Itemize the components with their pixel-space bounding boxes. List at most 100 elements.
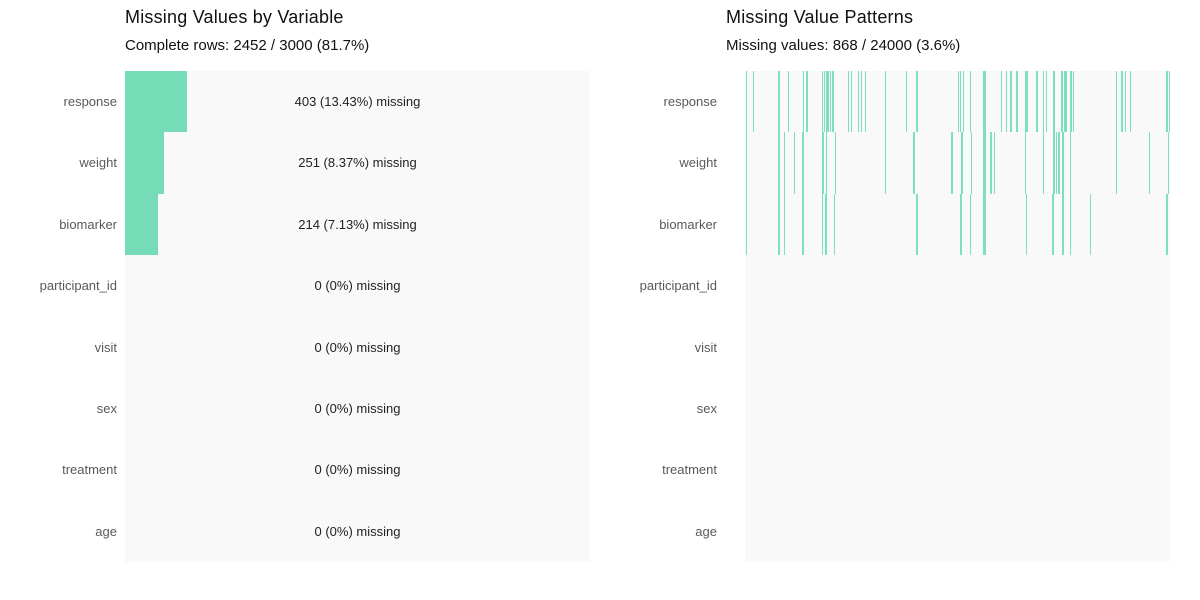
pattern-chart-row-label-treatment: treatment <box>662 462 717 478</box>
pattern-chart-row-label-biomarker: biomarker <box>659 216 717 232</box>
bar-chart-row-label-biomarker: biomarker <box>59 216 117 232</box>
missing-value-line-response <box>1070 71 1072 133</box>
left-chart-subtitle: Complete rows: 2452 / 3000 (81.7%) <box>125 37 370 54</box>
missing-value-line-weight <box>783 132 786 194</box>
missing-value-line-weight <box>1053 132 1055 194</box>
missing-value-line-weight <box>1055 132 1058 194</box>
missing-value-line-biomarker <box>833 193 836 256</box>
bar-chart-row-label-age: age <box>95 523 117 539</box>
missing-value-line-response <box>1025 71 1028 133</box>
bar-chart-row-label-sex: sex <box>96 400 117 416</box>
missing-value-line-response <box>884 71 887 133</box>
bar-chart-row-label-visit: visit <box>94 339 117 355</box>
missing-value-line-response <box>1116 71 1118 133</box>
missing-value-line-response <box>1061 71 1063 133</box>
missing-value-line-weight <box>1069 132 1072 194</box>
missing-value-line-response <box>1065 71 1068 133</box>
bar-chart-row-label-response: response <box>63 94 117 109</box>
missing-value-line-response <box>1124 71 1127 133</box>
missing-value-line-weight <box>951 132 953 194</box>
missing-value-line-weight <box>1167 132 1170 194</box>
missing-value-line-weight <box>1025 132 1027 194</box>
missing-value-line-biomarker <box>1090 193 1092 256</box>
missing-value-line-weight <box>1058 132 1060 194</box>
missing-value-line-weight <box>834 132 837 194</box>
missing-value-line-response <box>957 71 960 133</box>
right-chart-subtitle: Missing values: 868 / 24000 (3.6%) <box>726 37 961 54</box>
missing-value-line-weight <box>1116 132 1118 194</box>
missing-value-line-weight <box>802 132 804 194</box>
missing-value-line-response <box>861 71 863 133</box>
missing-value-line-response <box>1045 71 1048 133</box>
missing-value-line-weight <box>825 132 828 194</box>
right-chart-title: Missing Value Patterns <box>726 7 914 27</box>
missing-count-bar-biomarker <box>125 193 159 256</box>
missing-value-line-response <box>850 71 853 133</box>
missing-value-line-response <box>963 71 965 133</box>
missing-value-line-weight <box>983 132 986 194</box>
bar-chart-row-label-participant_id: participant_id <box>39 278 117 294</box>
missing-value-line-response <box>827 71 830 133</box>
missing-count-label-sex: 0 (0%) missing <box>314 400 401 416</box>
pattern-chart-row-label-weight: weight <box>679 155 717 171</box>
missing-value-line-biomarker <box>916 193 918 256</box>
missing-value-line-response <box>753 71 755 133</box>
missing-value-line-response <box>826 71 828 133</box>
missing-value-line-response <box>858 71 860 133</box>
pattern-chart-row-label-age: age <box>695 523 717 539</box>
missing-count-label-participant_id: 0 (0%) missing <box>314 278 401 294</box>
missing-value-line-weight <box>912 132 916 194</box>
missing-value-line-response <box>969 71 972 133</box>
missing-value-line-weight <box>971 132 973 194</box>
missing-value-line-biomarker <box>983 193 986 256</box>
missing-value-line-weight <box>1062 132 1064 194</box>
missing-value-line-response <box>1166 71 1168 133</box>
missing-value-line-biomarker <box>1025 193 1028 256</box>
missing-value-line-response <box>1168 71 1171 133</box>
bar-chart-row-label-weight: weight <box>79 155 117 171</box>
missing-value-line-weight <box>1148 132 1151 194</box>
missing-value-line-biomarker <box>1166 193 1168 256</box>
missing-value-line-response <box>864 71 867 133</box>
missing-value-line-response <box>1130 71 1132 133</box>
missing-value-line-response <box>906 71 908 133</box>
missing-value-line-response <box>821 71 824 133</box>
missing-value-line-biomarker <box>783 193 786 256</box>
missing-value-line-response <box>1016 71 1018 133</box>
missing-value-line-biomarker <box>778 193 780 256</box>
missing-count-bar-weight <box>125 132 164 194</box>
missing-value-line-weight <box>745 132 748 194</box>
missing-value-line-biomarker <box>960 193 962 256</box>
pattern-chart-plot-area <box>745 71 1171 562</box>
missing-count-label-age: 0 (0%) missing <box>314 523 401 539</box>
missing-count-label-visit: 0 (0%) missing <box>314 339 401 355</box>
missing-value-line-response <box>1042 71 1045 133</box>
missing-value-line-biomarker <box>969 193 972 256</box>
missing-value-line-biomarker <box>1052 193 1054 256</box>
pattern-chart-row-label-sex: sex <box>696 400 717 416</box>
missing-value-line-response <box>1010 71 1012 133</box>
pattern-chart-row-label-participant_id: participant_id <box>639 278 717 294</box>
missing-value-line-response <box>960 71 962 133</box>
missing-value-line-weight <box>961 132 963 194</box>
missing-value-line-response <box>847 71 850 133</box>
missing-value-line-weight <box>884 132 887 194</box>
missing-value-line-weight <box>990 132 992 194</box>
missing-value-line-response <box>1005 71 1008 133</box>
missing-count-label-response: 403 (13.43%) missing <box>294 94 421 109</box>
missing-value-line-biomarker <box>802 193 804 256</box>
missing-value-line-response <box>1036 71 1038 133</box>
missing-value-line-response <box>830 71 832 133</box>
missing-value-line-weight <box>1042 132 1045 194</box>
missing-value-line-response <box>802 71 805 133</box>
bar-chart-row-label-treatment: treatment <box>62 462 117 478</box>
missing-count-bar-response <box>125 71 188 133</box>
missing-count-label-biomarker: 214 (7.13%) missing <box>298 216 417 232</box>
missing-value-line-response <box>1000 71 1003 133</box>
missing-value-line-biomarker <box>745 193 748 256</box>
missing-value-line-weight <box>778 132 780 194</box>
missing-value-line-response <box>1053 71 1055 133</box>
missing-value-line-response <box>915 71 919 133</box>
